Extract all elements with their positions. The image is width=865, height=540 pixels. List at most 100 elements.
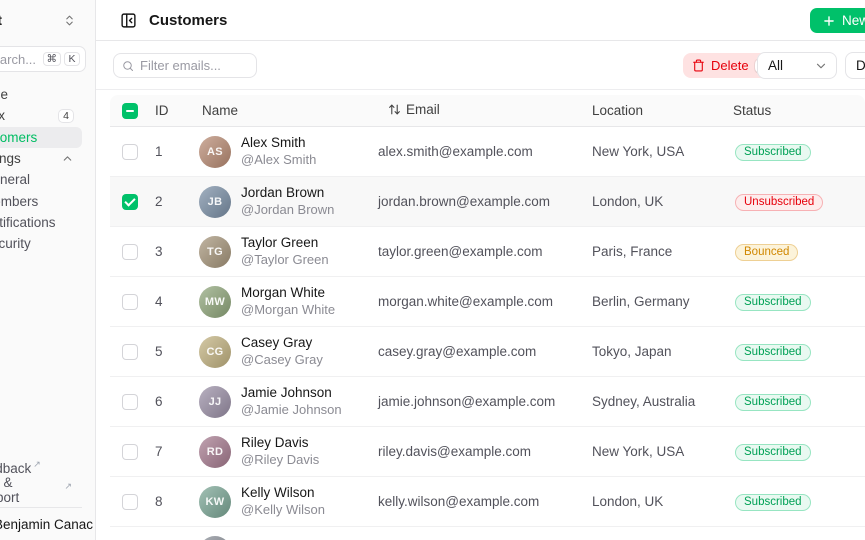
- status-filter-select[interactable]: All: [757, 52, 837, 79]
- column-header-email: Email: [406, 102, 440, 117]
- sidebar-item-settings[interactable]: Settings: [0, 148, 82, 169]
- sidebar-item-home[interactable]: Home: [0, 84, 82, 105]
- row-checkbox[interactable]: [122, 343, 138, 360]
- avatar: RD: [199, 435, 231, 468]
- customer-email: kelly.wilson@example.com: [378, 494, 540, 509]
- filter-emails-input[interactable]: [140, 58, 249, 73]
- sidebar-search-input[interactable]: Search... ⌘ K: [0, 46, 86, 72]
- customer-username: @Taylor Green: [241, 251, 329, 267]
- new-customer-button[interactable]: New customer: [810, 8, 865, 33]
- display-button[interactable]: Display: [845, 52, 865, 79]
- customer-username: @Casey Gray: [241, 351, 323, 367]
- customer-email: taylor.green@example.com: [378, 244, 543, 259]
- customer-email: jamie.johnson@example.com: [378, 394, 556, 409]
- user-menu[interactable]: Benjamin Canac: [0, 507, 93, 540]
- table-row[interactable]: 5 CG Casey Gray @Casey Gray casey.gray@e…: [110, 327, 865, 377]
- sidebar-item-label: Settings: [0, 151, 21, 167]
- select-all-checkbox[interactable]: [122, 102, 138, 119]
- inbox-count-badge: 4: [58, 108, 74, 123]
- sidebar-item-help-support[interactable]: Help & Support ↗: [0, 475, 82, 505]
- chevron-up-icon: [63, 156, 72, 161]
- table-row[interactable]: 2 JB Jordan Brown @Jordan Brown jordan.b…: [110, 177, 865, 227]
- sidebar-nav: Home Inbox 4 Customers Settings General …: [0, 84, 82, 254]
- avatar: TG: [199, 235, 231, 268]
- new-customer-label: New customer: [842, 13, 865, 28]
- sidebar-item-label: Customers: [0, 129, 38, 145]
- main-content: Customers New customer Delete 1 All Disp…: [96, 0, 865, 540]
- sidebar: Nuxt Search... ⌘ K Home Inbox 4 Customer…: [0, 0, 96, 540]
- sidebar-item-members[interactable]: Members: [0, 190, 82, 211]
- trash-icon: [693, 59, 704, 72]
- status-badge: Subscribed: [735, 493, 811, 511]
- sidebar-item-feedback[interactable]: Feedback ↗: [0, 457, 82, 479]
- customer-name: Alex Smith: [241, 134, 306, 150]
- customers-table: ID Name Email Location Status 1 AS Alex …: [110, 95, 865, 540]
- avatar: KW: [199, 485, 231, 518]
- external-link-icon: ↗: [64, 480, 72, 491]
- table-row[interactable]: 6 JJ Jamie Johnson @Jamie Johnson jamie.…: [110, 377, 865, 427]
- table-row[interactable]: 4 MW Morgan White @Morgan White morgan.w…: [110, 277, 865, 327]
- sidebar-item-label: Feedback: [0, 460, 32, 476]
- sidebar-item-notifications[interactable]: Notifications: [0, 212, 82, 233]
- status-badge: Subscribed: [735, 393, 811, 411]
- customer-location: London, UK: [592, 194, 664, 209]
- customer-name: Riley Davis: [241, 434, 309, 450]
- chevron-down-icon: [816, 63, 826, 68]
- customer-email: riley.davis@example.com: [378, 444, 532, 459]
- row-id: 6: [155, 394, 163, 409]
- sidebar-item-security[interactable]: Security: [0, 233, 82, 254]
- table-row[interactable]: 3 TG Taylor Green @Taylor Green taylor.g…: [110, 227, 865, 277]
- row-checkbox[interactable]: [122, 393, 138, 410]
- table-row[interactable]: 1 AS Alex Smith @Alex Smith alex.smith@e…: [110, 127, 865, 177]
- customer-name: Kelly Wilson: [241, 484, 315, 500]
- avatar: [199, 536, 231, 540]
- customer-name: Jamie Johnson: [241, 384, 332, 400]
- customer-username: @Morgan White: [241, 301, 336, 317]
- row-id: 1: [155, 144, 163, 159]
- row-id: 3: [155, 244, 163, 259]
- status-badge: Subscribed: [735, 343, 811, 361]
- team-selector[interactable]: Nuxt: [0, 8, 82, 32]
- avatar: AS: [199, 135, 231, 168]
- team-name: Nuxt: [0, 13, 2, 28]
- customer-name: Morgan White: [241, 284, 326, 300]
- arrow-up-down-icon: [389, 104, 400, 115]
- customer-name: Casey Gray: [241, 334, 313, 350]
- row-id: 2: [155, 194, 163, 209]
- customer-location: New York, USA: [592, 144, 685, 159]
- table-row[interactable]: 8 KW Kelly Wilson @Kelly Wilson kelly.wi…: [110, 477, 865, 527]
- collapse-sidebar-button[interactable]: [116, 8, 140, 32]
- row-checkbox[interactable]: [122, 143, 138, 160]
- row-checkbox[interactable]: [122, 293, 138, 310]
- row-checkbox[interactable]: [122, 193, 138, 210]
- row-checkbox[interactable]: [122, 443, 138, 460]
- sidebar-item-label: Help & Support: [0, 475, 20, 505]
- status-filter-value: All: [768, 58, 784, 73]
- sidebar-item-customers[interactable]: Customers: [0, 126, 82, 148]
- chevrons-up-down-icon: [66, 15, 73, 25]
- customer-location: Sydney, Australia: [592, 394, 696, 409]
- sidebar-item-general[interactable]: General: [0, 169, 82, 190]
- search-icon: [123, 60, 134, 71]
- customer-location: New York, USA: [592, 444, 685, 459]
- sidebar-item-label: General: [0, 172, 31, 188]
- sidebar-item-label: Members: [0, 193, 39, 209]
- panel-left-close-icon: [120, 12, 136, 28]
- avatar: CG: [199, 335, 231, 368]
- row-id: 5: [155, 344, 163, 359]
- sidebar-item-label: Home: [0, 87, 9, 103]
- customer-username: @Alex Smith: [241, 151, 317, 167]
- table-row[interactable]: 7 RD Riley Davis @Riley Davis riley.davi…: [110, 427, 865, 477]
- row-checkbox[interactable]: [122, 493, 138, 510]
- user-name: Benjamin Canac: [0, 516, 94, 532]
- sidebar-footer: Feedback ↗ Help & Support ↗ Benjamin Can…: [0, 457, 93, 540]
- customer-email: jordan.brown@example.com: [378, 194, 551, 209]
- column-header-email-sort[interactable]: Email: [376, 102, 440, 117]
- avatar: MW: [199, 285, 231, 318]
- customer-name: Jordan Brown: [241, 184, 325, 200]
- status-badge: Subscribed: [735, 143, 811, 161]
- customer-username: @Kelly Wilson: [241, 501, 325, 517]
- table-row-partial[interactable]: [110, 527, 865, 540]
- sidebar-item-inbox[interactable]: Inbox 4: [0, 105, 82, 126]
- row-checkbox[interactable]: [122, 243, 138, 260]
